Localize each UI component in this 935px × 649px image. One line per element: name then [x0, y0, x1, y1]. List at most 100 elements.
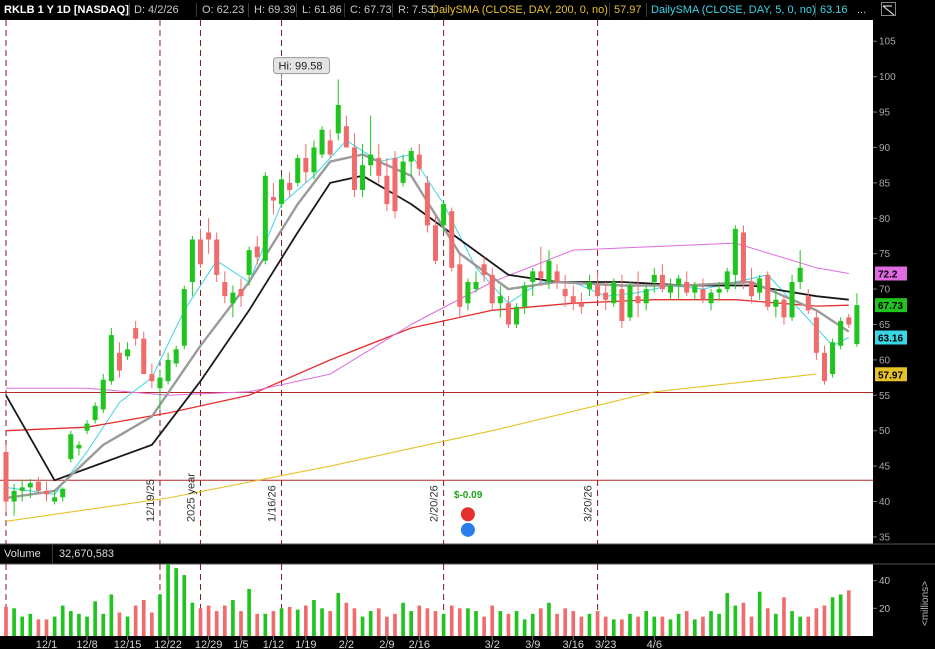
candle-body[interactable]	[376, 158, 382, 176]
candle-body[interactable]	[781, 299, 787, 318]
candle-body[interactable]	[238, 289, 244, 297]
candle-body[interactable]	[27, 483, 33, 488]
candle-body[interactable]	[465, 282, 471, 304]
candle-body[interactable]	[189, 239, 195, 282]
candle-body[interactable]	[530, 271, 536, 282]
candle-body[interactable]	[643, 289, 649, 304]
candle-body[interactable]	[595, 285, 601, 297]
candle-body[interactable]	[19, 487, 25, 491]
candle-body[interactable]	[206, 232, 212, 240]
candle-body[interactable]	[214, 239, 220, 275]
candle-body[interactable]	[351, 147, 357, 190]
candle-body[interactable]	[287, 182, 293, 190]
candle-body[interactable]	[125, 349, 131, 357]
candle-body[interactable]	[319, 129, 325, 155]
candle-body[interactable]	[335, 104, 341, 134]
candle-body[interactable]	[449, 211, 455, 268]
candle-body[interactable]	[724, 271, 730, 290]
candle-body[interactable]	[270, 197, 276, 201]
candle-body[interactable]	[254, 246, 260, 258]
candle-body[interactable]	[797, 267, 803, 282]
candle-body[interactable]	[141, 338, 147, 375]
candle-body[interactable]	[757, 278, 763, 293]
candle-body[interactable]	[416, 154, 422, 169]
candle-body[interactable]	[732, 228, 738, 275]
candle-body[interactable]	[692, 285, 698, 293]
candle-body[interactable]	[813, 317, 819, 353]
chart-settings-icon[interactable]	[881, 2, 896, 16]
info-icon[interactable]	[460, 522, 475, 537]
candle-body[interactable]	[165, 359, 171, 382]
candle-body[interactable]	[522, 285, 528, 307]
candle-body[interactable]	[60, 488, 66, 498]
candle-body[interactable]	[611, 282, 617, 304]
candle-body[interactable]	[586, 282, 592, 290]
candle-body[interactable]	[635, 296, 641, 304]
candle-body[interactable]	[854, 305, 860, 345]
candle-body[interactable]	[68, 434, 74, 460]
candle-body[interactable]	[619, 289, 625, 321]
candle-body[interactable]	[740, 232, 746, 282]
candle-body[interactable]	[108, 335, 114, 382]
candle-body[interactable]	[716, 289, 722, 293]
candle-body[interactable]	[149, 374, 155, 382]
candle-body[interactable]	[514, 306, 520, 325]
candle-body[interactable]	[821, 352, 827, 382]
candle-body[interactable]	[667, 285, 674, 293]
candle-body[interactable]	[368, 154, 374, 166]
sma200-label[interactable]: DailySMA (CLOSE, DAY, 200, 0, no)	[431, 4, 608, 16]
candle-body[interactable]	[489, 274, 495, 304]
candle-body[interactable]	[35, 481, 41, 491]
candle-body[interactable]	[3, 451, 9, 502]
candle-body[interactable]	[789, 282, 795, 318]
candle-body[interactable]	[84, 423, 90, 431]
candle-body[interactable]	[457, 264, 463, 307]
candle-body[interactable]	[52, 497, 58, 502]
candle-body[interactable]	[343, 126, 349, 148]
candle-body[interactable]	[684, 282, 690, 293]
candle-body[interactable]	[100, 379, 106, 410]
candle-body[interactable]	[173, 349, 179, 364]
candle-body[interactable]	[76, 444, 82, 449]
candle-body[interactable]	[44, 490, 50, 495]
candle-body[interactable]	[11, 490, 17, 502]
candle-body[interactable]	[554, 271, 560, 282]
candle-body[interactable]	[116, 352, 122, 371]
candle-body[interactable]	[700, 289, 706, 300]
candle-body[interactable]	[805, 296, 811, 311]
candle-body[interactable]	[384, 175, 390, 205]
candle-body[interactable]	[311, 147, 317, 173]
candle-body[interactable]	[400, 161, 406, 183]
candle-body[interactable]	[838, 320, 844, 346]
candle-body[interactable]	[408, 151, 414, 162]
candle-body[interactable]	[497, 296, 503, 304]
candle-body[interactable]	[562, 289, 568, 297]
candle-body[interactable]	[773, 299, 779, 307]
more-menu[interactable]: ...	[857, 4, 867, 16]
candle-body[interactable]	[360, 165, 366, 190]
candle-body[interactable]	[222, 282, 228, 297]
candle-body[interactable]	[197, 239, 204, 265]
candle-body[interactable]	[133, 328, 139, 339]
candle-body[interactable]	[659, 274, 665, 290]
candle-body[interactable]	[424, 182, 430, 226]
candle-body[interactable]	[627, 285, 633, 318]
symbol-label[interactable]: RKLB 1 Y 1D [NASDAQ]	[4, 4, 129, 16]
candle-body[interactable]	[538, 271, 544, 279]
candle-body[interactable]	[473, 282, 479, 290]
candle-body[interactable]	[846, 317, 852, 325]
candle-body[interactable]	[262, 175, 268, 261]
candle-body[interactable]	[708, 292, 714, 304]
candle-body[interactable]	[546, 260, 552, 282]
candle-body[interactable]	[505, 303, 511, 325]
candle-body[interactable]	[432, 225, 439, 261]
candle-body[interactable]	[246, 250, 252, 275]
candle-body[interactable]	[441, 204, 447, 226]
candle-body[interactable]	[603, 292, 609, 300]
candle-body[interactable]	[578, 303, 584, 307]
candle-body[interactable]	[230, 292, 236, 304]
candle-body[interactable]	[295, 158, 301, 183]
candle-body[interactable]	[570, 296, 576, 304]
candle-body[interactable]	[157, 377, 163, 389]
